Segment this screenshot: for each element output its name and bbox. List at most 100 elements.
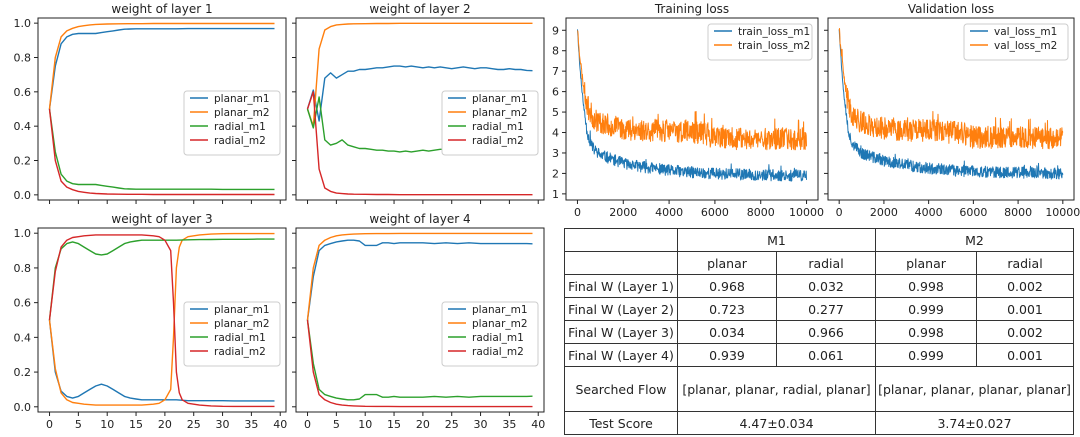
row-label: Final W (Layer 1) [564,274,678,298]
results-table: M1 M2 planar radial planar radial Final … [564,228,1074,435]
legend-label: train_loss_m2 [738,40,810,52]
table-cell: 0.998 [875,274,977,298]
row-label: Final W (Layer 2) [564,297,678,321]
chart-panel: Training loss 1 2 3 4 5 6 7 8 9 0 2000 4000 6000 8000 1… [552,2,824,219]
legend-label: planar_m2 [472,107,528,119]
x-tick-label: 8000 [747,206,775,219]
test-score-label: Test Score [564,411,678,435]
table-cell: 0.966 [776,320,876,344]
x-tick-label: 25 [445,418,459,431]
legend-box [441,90,539,156]
y-tick-label: 4 [552,127,559,140]
chart-title: weight of layer 2 [369,2,470,16]
table-cell: 0.002 [976,274,1074,298]
legend-box [707,23,813,61]
series-line-radial_m2 [306,319,533,408]
x-tick-label: 5 [333,418,340,431]
y-tick-label: 0.4 [14,120,32,133]
x-tick-label: 10 [358,418,372,431]
x-tick-label: 30 [216,418,230,431]
table-subheader-blank [564,251,678,275]
x-tick-label: 20 [416,418,430,431]
series-line-radial_m2 [48,108,275,196]
chart-panel: weight of layer 3 0.0 0.2 0.4 0.6 0.8 1.0 0 5 10 1… [14,212,288,431]
plot-frame [565,17,819,201]
row-label: Final W (Layer 3) [564,320,678,344]
legend-label: radial_m1 [214,332,266,344]
table-row: Final W (Layer 4) 0.939 0.061 0.999 0.00… [564,343,1074,367]
legend-label: radial_m1 [214,121,266,133]
legend-label: radial_m1 [472,121,524,133]
x-tick-label: 2000 [870,206,898,219]
chart-title: weight of layer 1 [111,2,212,16]
x-tick-label: 5 [75,418,82,431]
legend-label: planar_m2 [214,107,270,119]
y-tick-label: 0.2 [14,366,32,379]
y-tick-label: 1 [552,188,559,201]
chart-panel: weight of layer 1 0.0 0.2 0.4 0.6 0.8 1.0 plana… [14,2,287,204]
table-cell: 0.032 [776,274,876,298]
table-cell: 0.999 [875,297,977,321]
y-tick-label: 1.0 [14,227,32,240]
chart-panel: weight of layer 4 0 5 10 15 20 25 30 35 40 planar_… [292,212,545,431]
x-tick-label: 40 [531,418,545,431]
m1-header: M1 [677,228,876,252]
x-tick-label: 10000 [1045,206,1080,219]
legend-label: radial_m1 [472,332,524,344]
test-score-row: Test Score 4.47±0.034 3.74±0.027 [564,411,1074,435]
x-tick-label: 4000 [915,206,943,219]
table-row: Final W (Layer 3) 0.034 0.966 0.998 0.00… [564,320,1074,344]
legend-label: planar_m1 [214,93,270,105]
table-cell: 0.968 [677,274,777,298]
chart-title: Validation loss [908,2,994,16]
plot-frame [37,17,287,201]
y-tick-label: 0.6 [14,86,32,99]
x-tick-label: 6000 [959,206,987,219]
x-tick-label: 8000 [1004,206,1032,219]
y-tick-label: 6 [552,86,559,99]
legend-label: planar_m2 [214,318,270,330]
m2-planar-header: planar [875,251,977,275]
series-line-radial_m2 [306,91,533,196]
series-line-planar_m1 [306,65,533,122]
plot-frame [295,17,545,201]
table-row: Final W (Layer 1) 0.968 0.032 0.998 0.00… [564,274,1074,298]
table-subheader-row: planar radial planar radial [564,251,1074,275]
legend-label: radial_m2 [214,135,266,147]
table-cell: 0.998 [875,320,977,344]
y-tick-label: 0.8 [14,262,32,275]
x-tick-label: 15 [129,418,143,431]
series-line-planar_m1 [306,239,533,321]
chart-title: weight of layer 3 [111,212,212,226]
x-tick-label: 35 [502,418,516,431]
y-tick-label: 5 [552,106,559,119]
m2-searched-flow: [planar, planar, planar, planar] [875,366,1074,412]
legend-label: val_loss_m1 [994,26,1057,38]
series-line-radial_m1 [48,238,275,321]
table-corner [564,228,678,252]
legend-label: train_loss_m1 [738,26,810,38]
y-tick-label: 3 [552,147,559,160]
x-tick-label: 0 [46,418,53,431]
series-line-val_loss_m1 [838,29,1064,180]
y-tick-label: 0.8 [14,51,32,64]
table-header-row: M1 M2 [564,228,1074,252]
x-tick-label: 40 [273,418,287,431]
series-line-radial_m2 [48,234,275,408]
y-tick-label: 8 [552,45,559,58]
series-line-radial_m1 [306,319,533,401]
table-cell: 0.001 [976,343,1074,367]
x-tick-label: 15 [387,418,401,431]
table-cell: 0.277 [776,297,876,321]
legend-label: planar_m1 [472,93,528,105]
series-line-planar_m2 [48,232,275,406]
x-tick-label: 10 [100,418,114,431]
series-line-planar_m1 [48,319,275,402]
legend-box [183,301,281,367]
y-tick-label: 9 [552,24,559,37]
legend-label: val_loss_m2 [994,40,1057,52]
x-tick-label: 2000 [609,206,637,219]
plot-frame [827,17,1075,201]
y-tick-label: 0.0 [14,189,32,202]
